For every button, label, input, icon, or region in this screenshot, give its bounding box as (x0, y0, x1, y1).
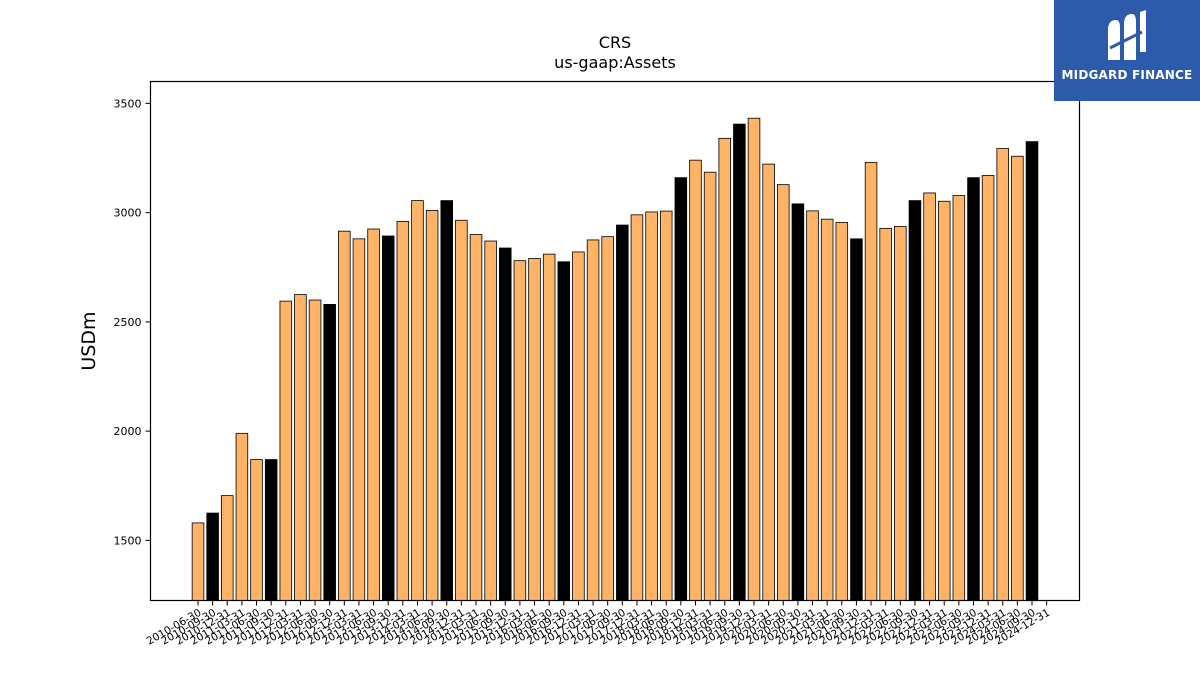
bar-2021-03-31 (820, 218, 834, 601)
bar-2016-03-31 (528, 258, 541, 601)
y-tick-label: 2000 (114, 425, 142, 438)
x-ticks-group: 2010-06-302010-09-302010-12-312011-03-31… (145, 600, 1052, 648)
chart-title: CRS (599, 33, 631, 52)
bar-2020-03-31 (762, 163, 775, 601)
bar-2022-06-30 (894, 225, 907, 601)
bar-2014-09-30 (440, 200, 453, 601)
bar-2011-09-30 (264, 459, 278, 601)
bar-2018-09-30 (674, 177, 688, 601)
y-ticks-group: 1500 2000 2500 3000 3500 (114, 97, 151, 547)
bar-2015-06-30 (484, 240, 497, 601)
bar-2012-09-30 (323, 303, 336, 601)
bar-2020-09-30 (791, 203, 805, 601)
bar-2016-12-31 (572, 251, 585, 601)
bar-2011-03-31 (235, 432, 249, 601)
y-axis-label: USDm (78, 311, 100, 370)
bar-2011-06-30 (250, 459, 263, 601)
bar-2023-06-30 (952, 195, 966, 601)
bar-2012-12-31 (338, 230, 351, 601)
bar-2022-09-30 (908, 200, 922, 601)
bar-2016-09-30 (557, 261, 571, 601)
y-tick-label: 3500 (114, 97, 142, 110)
bar-2017-12-31 (630, 214, 644, 601)
plot-frame (149, 80, 1081, 602)
bar-2018-03-31 (645, 211, 658, 601)
bar-2010-12-31 (221, 495, 234, 601)
bar-2019-12-31 (747, 117, 761, 601)
bar-2018-12-31 (689, 159, 702, 601)
bar-2017-09-30 (616, 224, 629, 601)
bar-2010-06-30 (191, 522, 205, 601)
bar-2021-06-30 (835, 222, 849, 601)
bar-2023-09-30 (967, 177, 980, 601)
chart-subtitle: us-gaap:Assets (554, 53, 676, 72)
bar-2013-06-30 (367, 228, 380, 601)
bar-2011-12-31 (279, 300, 293, 601)
bar-2024-06-30 (1011, 155, 1024, 601)
bar-2016-06-30 (542, 253, 556, 601)
bar-2010-09-30 (206, 512, 219, 601)
bar-2024-03-31 (996, 148, 1009, 601)
bar-2014-06-30 (425, 210, 439, 601)
midgard-logo-icon (1108, 10, 1146, 60)
bar-2012-06-30 (308, 299, 322, 601)
bar-2015-09-30 (499, 247, 512, 601)
bar-2017-06-30 (601, 236, 614, 601)
bar-2013-03-31 (352, 238, 366, 601)
bar-2023-12-31 (981, 175, 995, 601)
bar-2013-09-30 (381, 235, 395, 601)
bar-2018-06-30 (659, 210, 673, 601)
bar-2014-12-31 (455, 219, 468, 601)
y-tick-label: 3000 (114, 207, 142, 220)
bar-2021-12-31 (864, 161, 878, 601)
bar-2017-03-31 (586, 239, 600, 601)
bar-2022-12-31 (923, 192, 936, 601)
midgard-finance-logo: MIDGARD FINANCE (1054, 0, 1200, 101)
bar-2019-09-30 (733, 123, 746, 601)
bar-2015-12-31 (513, 260, 527, 601)
bar-2021-09-30 (850, 238, 863, 601)
bar-2024-09-30 (1025, 141, 1039, 601)
bar-2013-12-31 (396, 220, 410, 601)
y-tick-label: 1500 (114, 534, 142, 547)
y-tick-label: 2500 (114, 316, 142, 329)
bar-2020-12-31 (806, 210, 819, 601)
bar-2020-06-30 (777, 184, 790, 601)
bar-2012-03-31 (294, 294, 307, 601)
bar-2019-03-31 (703, 171, 717, 601)
logo-text: MIDGARD FINANCE (1061, 68, 1193, 82)
bar-2023-03-31 (937, 200, 951, 601)
bar-2022-03-31 (879, 227, 892, 601)
bar-2014-03-31 (411, 200, 424, 601)
bars-group (191, 117, 1039, 601)
bar-2019-06-30 (718, 137, 731, 601)
bar-2015-03-31 (469, 234, 483, 601)
